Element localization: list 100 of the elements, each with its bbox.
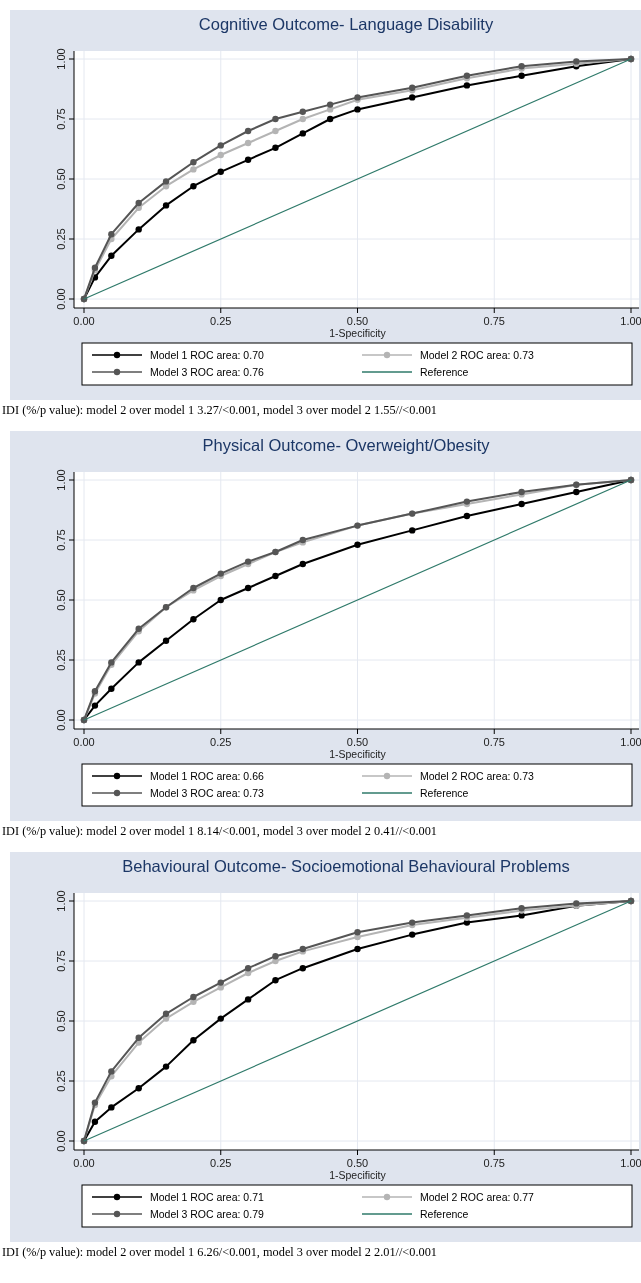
x-tick-label: 1.00: [620, 315, 641, 327]
x-tick-label: 0.50: [346, 1157, 369, 1169]
point: [409, 931, 416, 938]
point: [244, 996, 252, 1003]
point: [135, 659, 142, 666]
point: [162, 178, 170, 185]
legend-label: Model 2 ROC area: 0.73: [420, 770, 534, 782]
y-tick-label: 0.00: [55, 288, 67, 310]
point: [217, 979, 224, 986]
x-axis-title: 1-Specificity: [329, 327, 387, 339]
point: [244, 584, 252, 592]
point: [272, 144, 279, 151]
y-tick-label: 0.25: [55, 228, 67, 250]
point: [108, 685, 115, 692]
point: [135, 226, 142, 233]
point: [190, 1037, 197, 1044]
legend-label: Reference: [420, 787, 469, 799]
y-tick-label: 1.00: [55, 48, 67, 70]
point: [463, 82, 471, 89]
point: [244, 965, 252, 972]
text: IDI (%/p value): model 2 over model 1 6.26/<0.001, model 3 over model 2 2.01//<0.001: [2, 1245, 437, 1259]
y-tick-label: 0.25: [55, 649, 67, 671]
legend-label: Reference: [420, 1208, 469, 1220]
point: [135, 199, 142, 207]
point: [244, 139, 252, 147]
x-tick-label: 0.00: [73, 315, 95, 327]
x-tick-label: 0.00: [73, 736, 95, 748]
point: [409, 527, 416, 534]
y-tick-label: 0.50: [55, 1010, 67, 1032]
legend-label: Model 3 ROC area: 0.79: [150, 1208, 264, 1220]
point: [518, 72, 525, 79]
point: [272, 127, 279, 135]
point: [409, 94, 416, 101]
x-tick-label: 0.25: [210, 315, 232, 327]
point: [91, 1118, 99, 1125]
point: [217, 1015, 224, 1022]
point: [190, 166, 197, 173]
point: [217, 142, 224, 149]
point: [108, 1104, 115, 1111]
point: [299, 108, 306, 115]
point: [244, 127, 252, 135]
point: [135, 1034, 142, 1041]
x-tick-label: 1.00: [620, 736, 641, 748]
x-tick-label: 0.25: [210, 736, 232, 748]
x-tick-label: 0.50: [346, 736, 369, 748]
point: [354, 541, 361, 548]
chart-title: Cognitive Outcome- Language Disability: [198, 15, 494, 33]
legend-label: Model 1 ROC area: 0.66: [150, 770, 264, 782]
y-tick-label: 0.25: [55, 1070, 67, 1092]
point: [354, 106, 361, 113]
point: [190, 183, 197, 190]
point: [272, 977, 279, 984]
y-tick-label: 0.75: [55, 529, 67, 551]
y-tick-label: 0.75: [55, 108, 67, 130]
point: [190, 993, 197, 1001]
y-tick-label: 0.00: [55, 709, 67, 731]
point: [190, 616, 197, 623]
y-tick-label: 0.00: [55, 1130, 67, 1152]
x-tick-label: 0.75: [483, 315, 505, 327]
point: [135, 1085, 142, 1092]
text: IDI (%/p value): model 2 over model 1 3.27/<0.001, model 3 over model 2 1.55//<0.001: [2, 403, 437, 417]
x-tick-label: 0.50: [346, 315, 369, 327]
point: [326, 115, 334, 123]
point: [190, 159, 197, 166]
point: [354, 945, 361, 953]
point: [108, 1068, 115, 1075]
x-axis-title: 1-Specificity: [329, 748, 387, 760]
text: IDI (%/p value): model 2 over model 1 8.14/<0.001, model 3 over model 2 0.41//<0.001: [2, 824, 437, 838]
point: [162, 1063, 170, 1070]
point: [299, 560, 306, 568]
x-tick-label: 1.00: [620, 1157, 641, 1169]
legend-label: Model 2 ROC area: 0.77: [420, 1191, 534, 1203]
y-tick-label: 1.00: [55, 890, 67, 912]
legend-label: Model 1 ROC area: 0.71: [150, 1191, 264, 1203]
y-tick-label: 1.00: [55, 469, 67, 491]
x-tick-label: 0.75: [483, 1157, 505, 1169]
point: [108, 231, 115, 238]
x-tick-label: 0.25: [210, 1157, 232, 1169]
x-tick-label: 0.00: [73, 1157, 95, 1169]
point: [217, 168, 224, 175]
point: [299, 965, 306, 972]
point: [299, 130, 306, 137]
point: [244, 156, 252, 163]
point: [162, 202, 170, 209]
legend-label: Model 3 ROC area: 0.76: [150, 366, 264, 378]
point: [463, 512, 471, 520]
legend-label: Reference: [420, 366, 469, 378]
point: [108, 252, 115, 259]
legend-label: Model 3 ROC area: 0.73: [150, 787, 264, 799]
point: [162, 1010, 170, 1017]
y-tick-label: 0.50: [55, 168, 67, 190]
point: [299, 115, 306, 123]
point: [354, 929, 361, 936]
point: [573, 488, 580, 496]
point: [217, 596, 224, 604]
point: [217, 151, 224, 159]
point: [518, 500, 525, 508]
chart-title: Physical Outcome- Overweight/Obesity: [202, 436, 491, 454]
point: [91, 702, 99, 709]
chart-title: Behavioural Outcome- Socioemotional Behavioural Problems: [122, 857, 570, 875]
